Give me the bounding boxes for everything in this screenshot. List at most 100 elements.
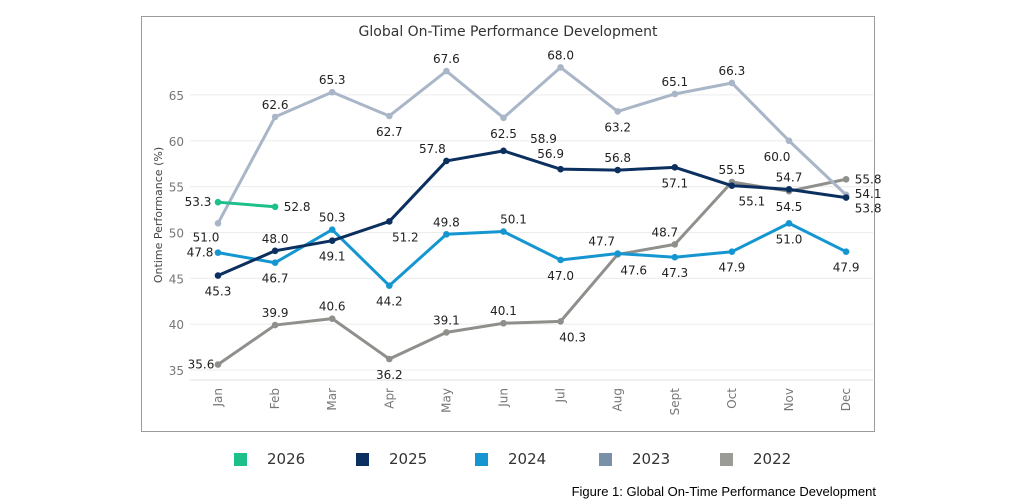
data-label-2022: 55.5 [719,163,746,177]
legend-item-2025[interactable]: 2025 [356,450,427,468]
data-label-2024: 50.1 [500,213,527,227]
series-line-2024 [217,221,847,288]
data-point-2024 [214,249,222,256]
data-label-2025: 51.2 [392,230,419,244]
data-label-2025: 48.0 [262,232,289,246]
data-label-2022: 40.3 [559,330,586,344]
data-point-2024 [614,250,621,257]
data-point-2025 [728,182,736,189]
y-tick-label: 55 [169,181,184,195]
legend-label: 2023 [632,450,671,468]
data-point-2025 [785,186,793,193]
data-point-2025 [671,164,679,171]
series-line-2023 [216,65,848,224]
line-chart: 35 40 45 50 55 60 65 Ontime Performance (%) Jan F… [152,48,882,415]
data-label-2023: 62.5 [490,127,517,141]
data-point-2022 [443,329,450,336]
data-point-2022 [500,319,507,327]
data-label-2024: 44.2 [376,295,403,309]
data-label-2025: 49.1 [319,250,346,264]
y-axis-label: Ontime Performance (%) [152,147,165,283]
data-point-2024 [271,259,279,267]
x-tick-label: Feb [268,388,282,409]
data-point-2025 [271,247,279,255]
x-tick-label: Jul [554,388,568,403]
data-label-2026: 52.8 [284,200,311,214]
data-point-2024 [443,230,450,238]
data-label-2024: 47.0 [547,269,574,283]
y-tick-label: 65 [169,89,184,103]
series-line-2025 [217,149,847,277]
data-point-2024 [557,256,564,264]
data-point-2025 [214,272,222,279]
data-label-2024: 51.0 [776,232,803,246]
x-tick-label: Jan [211,388,225,408]
data-label-2024: 47.8 [187,246,214,260]
legend-item-2023[interactable]: 2023 [599,450,670,468]
series-line-2026 [217,200,276,209]
data-label-2024: 46.7 [262,272,289,286]
data-point-2024 [785,219,793,227]
data-label-2025: 55.1 [739,195,766,209]
data-point-2024 [671,253,679,261]
y-tick-label: 35 [169,364,184,378]
data-point-2025 [443,157,450,165]
legend-swatch [356,452,369,466]
data-point-2022 [671,241,679,248]
data-label-2023: 54.1 [855,187,882,201]
data-label-2023: 65.3 [319,73,346,87]
data-label-2025: 53.8 [855,202,882,216]
data-label-2022: 40.1 [490,304,517,318]
data-label-2025: 57.1 [661,176,688,190]
legend-label: 2026 [267,450,306,468]
data-point-2023 [500,114,507,122]
data-label-2023: 67.6 [433,52,460,66]
data-label-2022: 39.1 [433,313,460,327]
data-point-2026 [271,203,279,211]
data-point-2022 [271,321,279,329]
data-point-2022 [842,175,850,183]
data-label-2023: 65.1 [661,75,688,89]
data-point-2025 [328,237,336,245]
legend-swatch [234,452,247,466]
data-point-2024 [328,226,336,233]
data-point-2023 [728,79,736,87]
data-label-2022: 36.2 [376,368,403,382]
x-tick-label: Apr [382,388,396,409]
data-label-2025: 56.9 [537,147,564,161]
data-label-2023: 62.6 [262,98,289,112]
data-point-2023 [214,219,222,227]
y-tick-label: 50 [169,226,184,240]
data-label-2026: 53.3 [185,195,212,209]
data-label-2022: 55.8 [855,172,882,186]
data-point-2025 [500,147,507,155]
data-point-2023 [557,64,564,71]
legend-item-2024[interactable]: 2024 [475,450,546,468]
legend-item-2022[interactable]: 2022 [720,450,791,468]
data-label-2023: 62.7 [376,125,403,139]
x-tick-label: May [439,388,453,413]
data-label-2022: 39.9 [262,306,289,320]
x-tick-label: Mar [325,388,339,411]
data-point-2023 [785,137,793,145]
x-tick-label: Dec [839,388,853,411]
data-point-2023 [271,113,279,121]
data-point-2022 [386,355,393,363]
legend-swatch [720,452,733,466]
data-label-2022: 48.7 [651,225,678,239]
legend-item-2026[interactable]: 2026 [234,450,305,468]
data-label-2024: 50.3 [319,211,346,225]
data-point-2022 [328,315,336,322]
data-label-2023: 51.0 [193,230,220,244]
series-line-2022 [217,177,847,366]
y-tick-label: 60 [169,135,184,149]
x-tick-label: Jun [497,388,511,408]
chart-title: Global On-Time Performance Development [358,24,658,40]
legend-label: 2025 [389,450,428,468]
data-point-2025 [842,194,850,201]
data-point-2023 [443,67,450,75]
x-tick-label: Aug [611,388,625,411]
data-point-2022 [214,361,222,368]
data-point-2025 [557,165,564,173]
data-label-2023: 60.0 [764,150,791,164]
